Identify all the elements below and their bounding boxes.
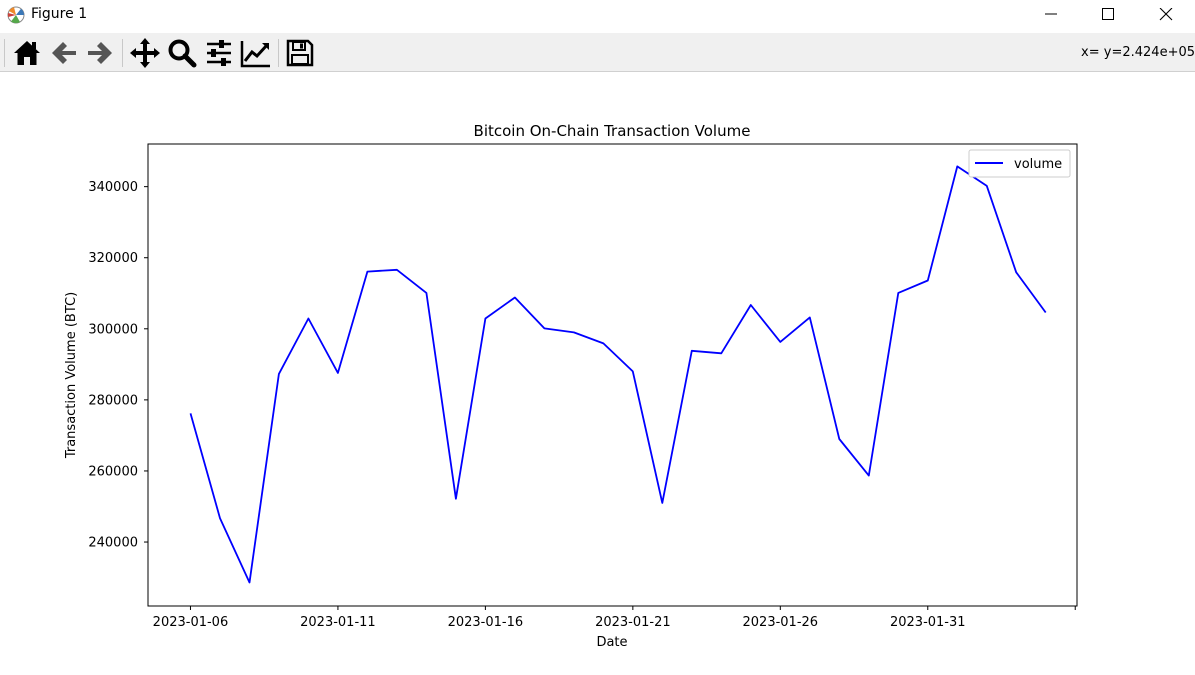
edit-axis-icon [240,41,270,68]
y-axis-label: Transaction Volume (BTC) [64,292,79,459]
x-tick-label: 2023-01-21 [595,615,671,630]
save-icon [286,39,314,67]
plot-area: 240000 260000 280000 300000 320000 340000 2023… [88,165,1076,630]
zoom-button[interactable] [166,37,198,69]
navigation-toolbar: x= y=2.424e+05 [0,33,1195,72]
toolbar-separator [278,39,279,67]
chart-title: Bitcoin On-Chain Transaction Volume [474,122,751,140]
minimize-button[interactable] [1028,0,1074,30]
series-line-volume [189,165,1047,584]
legend-label-volume: volume [1014,157,1062,172]
configure-subplots-icon [207,40,231,66]
save-button[interactable] [284,37,316,69]
y-tick-label: 340000 [88,180,138,195]
pan-icon [130,38,160,68]
maximize-icon [1102,8,1114,20]
toolbar-separator [122,39,123,67]
edit-axis-button[interactable] [240,37,272,69]
zoom-icon [168,39,197,68]
y-tick-label: 240000 [88,536,138,551]
pan-button[interactable] [129,37,161,69]
x-tick-label: 2023-01-26 [743,615,819,630]
close-icon [1159,8,1173,21]
x-tick-label: 2023-01-06 [153,615,229,630]
back-button[interactable] [48,37,80,69]
close-button[interactable] [1143,0,1189,30]
y-tick-label: 300000 [88,322,138,337]
y-tick-label: 320000 [88,251,138,266]
matplotlib-icon [7,6,25,24]
y-tick-label: 260000 [88,464,138,479]
minimize-icon [1045,13,1057,15]
line-chart: Bitcoin On-Chain Transaction Volume 2400… [64,122,1078,650]
home-button[interactable] [11,37,43,69]
coordinate-readout: x= y=2.424e+05 [1081,45,1195,60]
figure-canvas[interactable]: Bitcoin On-Chain Transaction Volume 2400… [0,72,1195,671]
x-tick-label: 2023-01-31 [890,615,966,630]
axes-frame [147,143,1078,607]
forward-button[interactable] [84,37,116,69]
window-titlebar: Figure 1 [0,0,1195,30]
y-tick-label: 280000 [88,393,138,408]
x-axis-label: Date [596,635,627,650]
toolbar-grip [4,39,5,67]
home-icon [14,41,40,65]
window-title: Figure 1 [31,6,88,22]
configure-subplots-button[interactable] [203,37,235,69]
x-tick-label: 2023-01-16 [448,615,524,630]
x-tick-label: 2023-01-11 [300,615,376,630]
legend-box [968,149,1071,178]
maximize-button[interactable] [1085,0,1131,30]
back-arrow-icon [52,42,76,64]
legend: volume [968,149,1071,178]
forward-arrow-icon [88,42,112,64]
